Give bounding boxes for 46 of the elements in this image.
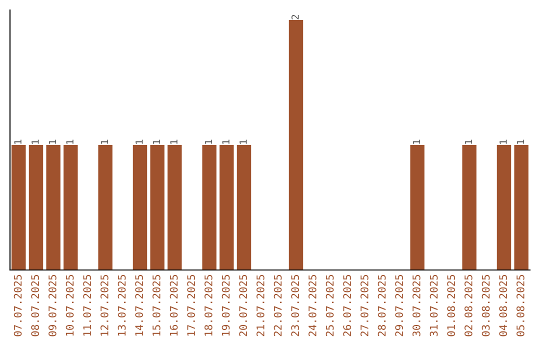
x-tick-label: 12.07.2025 [100,275,108,336]
x-tick-label: 31.07.2025 [430,275,438,336]
data-label: 1 [48,140,56,144]
data-label: 1 [222,140,230,144]
x-tick-label: 03.08.2025 [482,275,490,336]
x-tick-label: 17.07.2025 [187,275,196,336]
x-tick-label: 16.07.2025 [170,275,178,336]
x-tick-label: 05.08.2025 [516,275,524,336]
x-tick-label: 26.07.2025 [343,275,352,336]
data-label: 1 [136,140,143,144]
data-label: 1 [464,140,472,144]
data-label: 1 [152,140,160,144]
x-tick-label: 27.07.2025 [360,275,368,336]
x-tick-label: 11.07.2025 [83,275,92,336]
data-label: 1 [516,140,524,144]
data-label: 1 [32,140,39,144]
x-tick-label: 20.07.2025 [239,275,248,336]
x-tick-label: 22.07.2025 [274,275,282,336]
x-tick-label: 23.07.2025 [291,275,300,336]
x-tick-label: 08.07.2025 [31,275,40,336]
x-tick-label: 19.07.2025 [222,275,230,336]
data-label: 1 [500,140,507,144]
x-tick-label: 21.07.2025 [256,275,264,336]
x-tick-label: 02.08.2025 [464,275,472,336]
data-label: 1 [204,140,212,144]
x-tick-label: 13.07.2025 [118,275,126,336]
data-label: 2 [291,14,299,20]
data-label: 1 [66,140,74,144]
x-tick-label: 04.08.2025 [499,275,508,336]
x-tick-label: 25.07.2025 [326,275,334,336]
data-label: 1 [240,140,247,144]
x-tick-label: 30.07.2025 [412,275,420,336]
x-tick-label: 28.07.2025 [378,275,386,336]
x-tick-label: 24.07.2025 [308,275,316,336]
x-tick-label: 07.07.2025 [14,275,22,336]
data-label: 1 [100,140,108,144]
x-tick-label: 18.07.2025 [204,275,212,336]
x-tick-label: 29.07.2025 [395,275,404,336]
data-label: 1 [170,140,178,144]
x-tick-label: 09.07.2025 [48,275,56,336]
x-tick-label: 14.07.2025 [135,275,144,336]
x-tick-label: 01.08.2025 [447,275,456,336]
data-label: 1 [412,140,420,144]
x-tick-label: 10.07.2025 [66,275,74,336]
data-label: 1 [14,140,22,144]
x-tick-label: 15.07.2025 [152,275,160,336]
